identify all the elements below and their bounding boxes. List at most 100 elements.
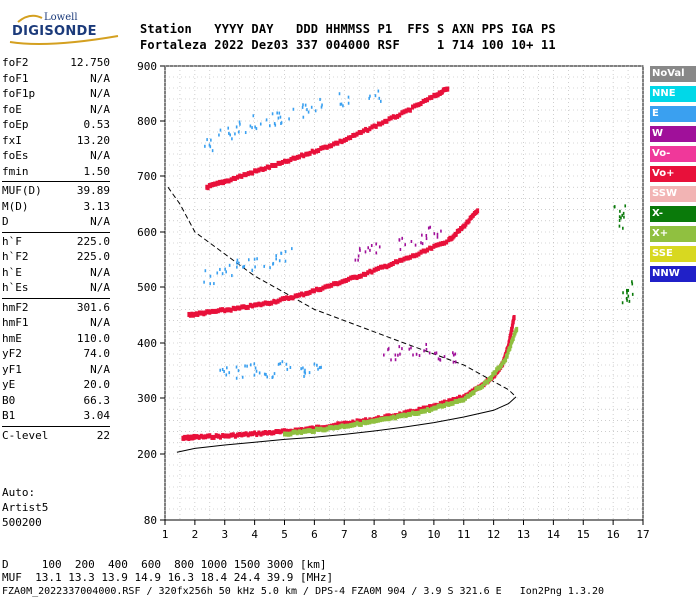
data-point-e: [284, 250, 287, 254]
data-point-voplus: [364, 271, 368, 277]
data-point-w: [434, 351, 436, 355]
data-point-voplus: [263, 430, 267, 436]
data-point-w: [421, 233, 423, 237]
y-tick-label: 700: [137, 170, 157, 183]
data-point-voplus: [199, 433, 203, 439]
data-point-e: [380, 99, 382, 103]
param-value: N/A: [90, 149, 110, 162]
x-tick-label: 12: [487, 528, 500, 541]
data-point-e: [210, 138, 212, 142]
data-point-e: [235, 261, 238, 265]
data-point-voplus: [467, 218, 471, 224]
data-point-xplus: [455, 398, 459, 404]
data-point-voplus: [295, 293, 299, 299]
data-point-w: [375, 251, 378, 255]
data-point-voplus: [376, 265, 380, 271]
data-point-w: [418, 354, 421, 358]
param-value: 74.0: [83, 347, 111, 360]
data-point-voplus: [357, 274, 361, 280]
data-point-voplus: [265, 430, 269, 436]
data-point-xplus: [297, 429, 301, 435]
data-point-e: [320, 105, 323, 109]
data-point-xplus: [332, 425, 336, 431]
data-point-e: [251, 269, 254, 273]
data-point-voplus: [257, 301, 261, 307]
data-point-e: [238, 130, 240, 134]
param-value: N/A: [90, 215, 110, 228]
param-value: 12.750: [70, 56, 110, 69]
data-point-voplus: [274, 162, 278, 168]
data-point-w: [394, 358, 397, 362]
data-point-voplus: [263, 166, 267, 172]
data-point-voplus: [510, 323, 514, 329]
data-point-xplus: [486, 379, 490, 385]
data-point-w: [359, 248, 361, 252]
data-point-voplus: [248, 170, 252, 176]
data-point-xplus: [396, 413, 400, 419]
data-point-xplus: [415, 410, 419, 416]
data-point-voplus: [408, 408, 412, 414]
data-point-voplus: [255, 302, 259, 308]
param-value: N/A: [90, 362, 110, 376]
data-point-e: [288, 117, 290, 121]
data-point-e: [259, 122, 262, 126]
data-point-w: [425, 342, 428, 346]
data-point-xplus: [289, 431, 293, 437]
data-point-voplus: [242, 431, 246, 437]
data-point-e: [279, 362, 282, 366]
data-point-e: [284, 259, 287, 263]
data-point-voplus: [379, 121, 383, 127]
data-point-xplus: [323, 427, 327, 433]
data-point-voplus: [268, 300, 272, 306]
param-label: h`F2: [2, 250, 29, 263]
data-point-voplus: [272, 298, 276, 304]
data-point-xplus: [344, 423, 348, 429]
data-point-xplus: [366, 419, 370, 425]
data-point-e: [302, 366, 304, 370]
data-point-voplus: [387, 116, 391, 122]
data-point-voplus: [300, 152, 304, 158]
data-point-xplus: [295, 430, 299, 436]
data-point-e: [266, 375, 269, 379]
data-point-e: [265, 118, 268, 122]
data-point-e: [300, 367, 302, 371]
data-point-xplus: [477, 385, 481, 391]
data-point-xminus: [618, 215, 621, 219]
data-point-xplus: [465, 393, 469, 399]
header-values: Fortaleza 2022 Dez03 337 004000 RSF 1 71…: [140, 38, 556, 52]
data-point-xminus: [613, 205, 616, 209]
data-point-xplus: [349, 423, 353, 429]
data-point-voplus: [231, 305, 235, 311]
data-point-xplus: [310, 429, 314, 435]
param-row: hmF1 N/A: [2, 316, 110, 332]
data-point-e: [206, 138, 208, 142]
data-point-e: [279, 115, 282, 119]
data-point-voplus: [240, 173, 244, 179]
data-point-e: [274, 123, 277, 127]
data-point-voplus: [227, 433, 231, 439]
data-point-xplus: [304, 428, 308, 434]
data-point-e: [204, 144, 206, 148]
auto-program: Artist5: [2, 501, 49, 514]
legend-item-nnw: NNW: [650, 266, 696, 282]
data-point-voplus: [332, 141, 336, 147]
param-row: fmin 1.50: [2, 165, 110, 181]
logo-swoosh-icon: [9, 14, 119, 45]
data-point-voplus: [509, 329, 513, 335]
data-point-voplus: [376, 121, 380, 127]
data-point-voplus: [210, 434, 214, 440]
x-tick-label: 5: [281, 528, 288, 541]
data-point-e: [237, 369, 240, 373]
legend-item-xminus: X-: [650, 206, 696, 222]
data-point-w: [452, 353, 455, 357]
x-tick-label: 16: [607, 528, 620, 541]
data-point-w: [427, 226, 430, 230]
param-row: yF1 N/A: [2, 363, 110, 379]
data-point-xplus: [293, 429, 297, 435]
data-point-voplus: [347, 135, 351, 141]
data-point-e: [272, 375, 274, 379]
data-point-e: [231, 137, 233, 141]
data-point-voplus: [383, 263, 387, 269]
data-point-xminus: [618, 218, 621, 222]
